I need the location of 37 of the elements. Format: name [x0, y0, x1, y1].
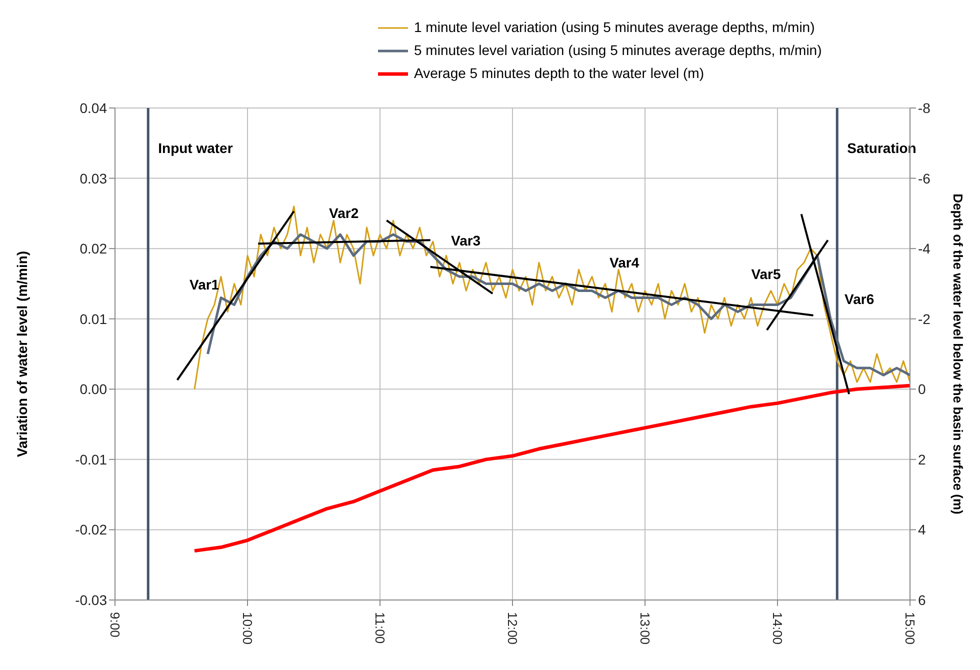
y-tick-label: -0.02 — [75, 522, 108, 538]
y-tick-label: 0.03 — [80, 170, 108, 186]
x-tick-label: 14:00 — [770, 612, 785, 645]
y2-tick-label: 2 — [918, 451, 926, 468]
y-tick-label: 0.04 — [80, 100, 108, 116]
annotation: Var2 — [329, 204, 359, 221]
y2-axis-title: Depth of the water level below the basin surface (m) — [950, 194, 966, 514]
y2-tick-label: 0 — [918, 381, 926, 398]
line-series — [192, 384, 910, 553]
ref-line-label: Saturation — [847, 140, 916, 156]
legend-label: 5 minutes level variation (using 5 minutes average depths, m/min) — [414, 41, 822, 60]
y-tick-label: 0.00 — [80, 381, 108, 398]
annotation: Var3 — [451, 232, 481, 249]
y-tick-label: 0.01 — [80, 310, 108, 327]
ref-line-label: Input water — [158, 140, 234, 156]
y-tick-label: 0.02 — [80, 240, 108, 257]
annotation: Var1 — [190, 276, 220, 292]
y2-tick-label: -6 — [918, 170, 931, 186]
annotation: Var5 — [751, 266, 782, 282]
x-tick-label: 10:00 — [240, 612, 255, 645]
annotation: Var6 — [844, 290, 874, 307]
y-axis-title: Variation of water level (m/min) — [14, 250, 30, 458]
y-tick-label: -0.01 — [75, 451, 108, 468]
y-tick-label: -0.03 — [75, 592, 108, 608]
y2-tick-label: -4 — [918, 240, 931, 257]
legend-label: Average 5 minutes depth to the water level (m) — [414, 64, 704, 83]
y2-tick-label: 6 — [918, 592, 926, 608]
annotation: Var4 — [610, 254, 640, 270]
y2-tick-label: -2 — [918, 310, 931, 327]
y2-tick-label: 4 — [918, 522, 926, 538]
y2-tick-label: -8 — [918, 100, 931, 116]
x-tick-label: 15:00 — [902, 612, 918, 645]
x-tick-label: 11:00 — [372, 612, 388, 644]
legend-label: 1 minute level variation (using 5 minutes average depths, m/min) — [414, 18, 815, 37]
x-tick-label: 12:00 — [505, 612, 520, 645]
x-tick-label: 9:00 — [108, 612, 122, 638]
x-tick-label: 13:00 — [638, 612, 652, 645]
